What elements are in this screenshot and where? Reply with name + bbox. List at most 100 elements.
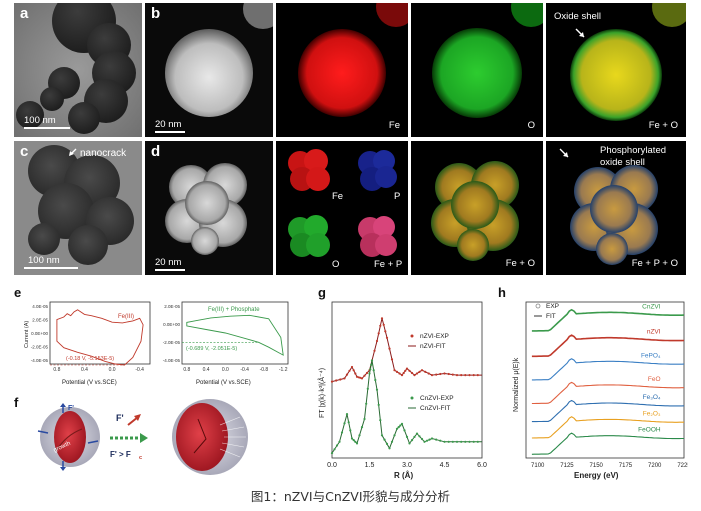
haadf-cluster-d [165, 163, 247, 255]
g-exp-point-nzvi [468, 374, 471, 377]
h-series-line [531, 416, 684, 439]
e1-ytick-label: -2.0E-05 [31, 345, 49, 350]
g-exp-point-cnzvi [439, 439, 442, 442]
force-label-c: c [139, 455, 142, 461]
panel-b-haadf: b 20 nm [145, 3, 273, 137]
h-series-line [531, 358, 685, 381]
g-exp-point-nzvi [384, 330, 387, 333]
g-exp-point-cnzvi [410, 439, 414, 442]
force-label-fprime: F' [116, 413, 124, 423]
panel-label-c: c [20, 143, 29, 160]
g-exp-point-cnzvi [395, 427, 399, 430]
h-series-line [531, 381, 684, 405]
g-exp-point-cnzvi [377, 403, 380, 406]
g-legend-cnzvi-exp: CnZVI-EXP [420, 395, 454, 402]
panel-d-haadf: d 20 nm [145, 141, 273, 275]
g-exp-point-cnzvi [464, 440, 467, 443]
e2-xtick-label: -0.8 [260, 367, 269, 373]
chart-h-xanes: Normalized μ(E)k Energy (eV) 7100 7125 715… [513, 301, 688, 480]
force-label-compare: F' > F [110, 450, 131, 459]
g-exp-point-cnzvi [418, 435, 421, 438]
g-exp-point-nzvi [427, 372, 430, 375]
h-legend-fit: FIT [546, 313, 556, 320]
panel-b-fe-map: Fe [276, 3, 408, 137]
g-exp-point-nzvi [345, 373, 349, 376]
g-exp-point-nzvi [379, 324, 382, 327]
g-exp-point-nzvi [443, 372, 446, 375]
g-exp-point-nzvi [404, 369, 407, 372]
quad-label-fe: Fe [332, 191, 344, 202]
force-arrow-right [87, 440, 99, 444]
panel-label-g: g [318, 285, 326, 300]
force-arrow-left [37, 430, 49, 434]
quad-maps-d [288, 149, 397, 257]
g-exp-point-cnzvi [397, 426, 400, 429]
g-exp-point-cnzvi [349, 429, 352, 432]
g-legend-cnzvi-fit: CnZVI-FIT [420, 405, 450, 412]
g-exp-point-nzvi [380, 317, 384, 320]
chart-e-fe3: Fe(III) (-0.18 V, -5.153E-5) Potential (… [24, 301, 151, 386]
e2-ytick-label: 2.0E-05 [164, 304, 180, 309]
g-exp-point-cnzvi [443, 440, 446, 443]
e1-xlabel: Potential (V vs.SCE) [62, 380, 117, 386]
g-exp-point-cnzvi [455, 440, 459, 443]
g-exp-point-cnzvi [343, 422, 346, 425]
g-exp-point-nzvi [439, 372, 442, 376]
panel-label-f: f [14, 395, 19, 410]
scale-text-b: 20 nm [155, 119, 182, 130]
panel-label-d: d [151, 143, 161, 160]
panel-label-a: a [20, 5, 29, 22]
g-exp-point-cnzvi [380, 434, 384, 437]
g-exp-point-cnzvi [425, 439, 429, 442]
g-exp-point-nzvi [472, 374, 475, 377]
panel-d-feo-map: Fe + O [411, 141, 543, 275]
h-series-line [531, 399, 685, 423]
panel-d-quad-maps: Fe P O Fe + P [276, 141, 408, 275]
g-frame [331, 301, 483, 459]
g-exp-point-nzvi [363, 374, 366, 377]
g-exp-point-nzvi [420, 369, 424, 372]
schematic-f: F' growth F' F' > F c [37, 399, 248, 475]
g-exp-point-cnzvi [370, 363, 373, 366]
g-exp-point-cnzvi [347, 421, 350, 424]
g-exp-point-nzvi [350, 365, 354, 369]
g-exp-point-nzvi [424, 370, 427, 373]
g-exp-point-cnzvi [335, 444, 339, 447]
g-exp-point-nzvi [460, 374, 463, 377]
panel-label-e: e [14, 285, 22, 300]
g-exp-point-cnzvi [350, 437, 354, 440]
o-map-d [288, 215, 330, 257]
g-xtick-label: 4.5 [440, 462, 450, 469]
map-label-o: O [527, 120, 535, 131]
g-exp-point-cnzvi [472, 440, 475, 443]
g-exp-point-cnzvi [423, 440, 426, 443]
g-exp-point-nzvi [339, 378, 342, 381]
g-exp-point-cnzvi [447, 440, 450, 443]
g-exp-point-cnzvi [355, 442, 359, 445]
g-exp-point-cnzvi [370, 359, 374, 362]
annotation-nanocrack: nanocrack [80, 148, 127, 159]
h-ylabel: Normalized μ(E)k [513, 357, 520, 412]
g-exp-point-cnzvi [403, 429, 406, 432]
g-exp-point-nzvi [355, 375, 359, 378]
force-label-f: F' [68, 405, 74, 412]
small-sphere: F' growth [37, 403, 100, 471]
h-xtick-label: 7225 [677, 463, 688, 469]
g-exp-point-cnzvi [338, 440, 341, 443]
g-exp-point-cnzvi [388, 447, 391, 450]
h-xlabel: Energy (eV) [574, 471, 619, 480]
e2-annotation: (-0.689 V, -2.051E-5) [186, 346, 237, 352]
g-xtick-label: 1.5 [365, 462, 375, 469]
h-series-label: nZVI [647, 329, 661, 336]
g-exp-point-cnzvi [383, 438, 386, 441]
h-series-label: FePO₄ [641, 352, 661, 359]
h-series-label: FeOOH [638, 427, 661, 434]
g-exp-point-cnzvi [393, 434, 396, 437]
scale-text-a: 100 nm [24, 115, 56, 126]
feo-map-d [431, 161, 519, 261]
e1-xtick-label: -0.4 [135, 367, 144, 373]
e1-ylabel: Current (A) [24, 321, 30, 348]
g-fit-line-nzvi [331, 318, 482, 383]
e2-xtick-label: 0.8 [183, 367, 190, 373]
h-xtick-label: 7100 [531, 463, 545, 469]
